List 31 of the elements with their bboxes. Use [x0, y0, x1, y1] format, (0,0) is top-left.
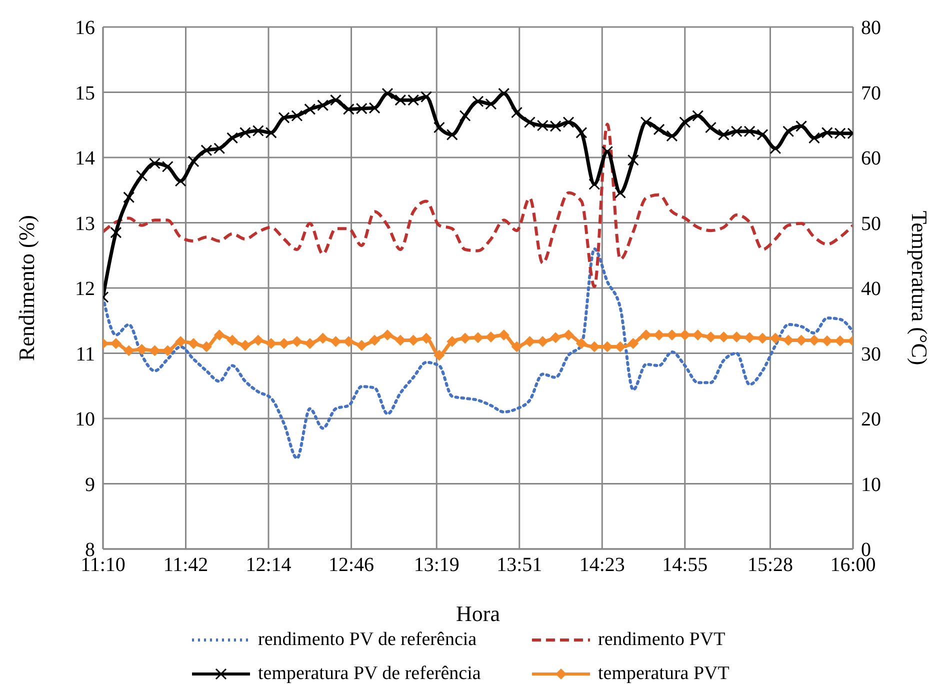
y-tick-label: 11: [76, 343, 95, 366]
x-tick-label: 15:28: [747, 554, 794, 576]
y2-tick-label: 70: [861, 82, 881, 104]
legend-label: temperatura PV de referência: [258, 663, 481, 685]
x-tick-label: 14:55: [662, 554, 708, 576]
x-tick-label: 12:14: [246, 554, 292, 576]
y-tick-label: 16: [75, 17, 95, 40]
legend-label: temperatura PVT: [598, 663, 730, 685]
y-tick-label: 14: [75, 148, 95, 170]
y2-tick-label: 50: [861, 212, 881, 235]
y-axis-title: Rendimento (%): [14, 214, 39, 362]
y2-tick-label: 10: [861, 474, 881, 496]
x-tick-label: 13:51: [496, 554, 542, 576]
y2-tick-label: 20: [861, 408, 881, 431]
y-tick-label: 12: [75, 278, 95, 300]
x-tick-label: 11:42: [163, 554, 208, 576]
y2-tick-label: 60: [861, 148, 881, 170]
x-tick-label: 14:23: [579, 554, 625, 576]
y-tick-label: 13: [75, 212, 95, 235]
x-axis-title: Hora: [456, 601, 500, 626]
y-tick-label: 15: [75, 82, 95, 104]
y2-tick-label: 40: [861, 278, 881, 300]
y2-tick-label: 80: [861, 17, 881, 40]
legend-label: rendimento PV de referência: [258, 629, 477, 651]
y-tick-label: 10: [75, 408, 95, 431]
legend-label: rendimento PVT: [598, 629, 726, 651]
y2-axis-title: Temperatura (°C): [907, 210, 932, 366]
x-tick-label: 12:46: [328, 554, 374, 576]
x-tick-label: 13:19: [414, 554, 460, 576]
y2-tick-label: 30: [861, 343, 881, 366]
y-tick-label: 9: [85, 474, 95, 496]
